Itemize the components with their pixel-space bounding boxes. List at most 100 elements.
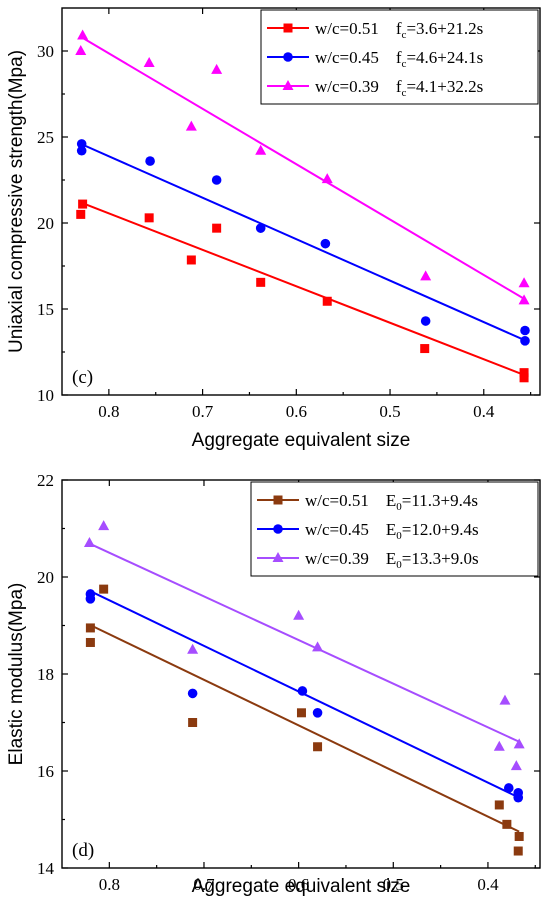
- legend: w/c=0.51 fc=3.6+21.2s w/c=0.45 fc=4.6+24.…: [260, 9, 539, 105]
- data-point-series-2: [520, 336, 530, 346]
- data-point-series-2: [520, 325, 530, 336]
- data-point-series-1: [519, 368, 529, 378]
- y-tick-label: 10: [37, 386, 54, 405]
- y-tick-label: 14: [37, 859, 55, 878]
- data-point-series-2: [513, 792, 524, 803]
- legend-marker: [282, 80, 294, 90]
- legend-entry: w/c=0.45 E0=12.0+9.4s: [305, 520, 479, 542]
- data-point-series-3: [499, 694, 511, 705]
- data-point-series-2: [503, 783, 514, 793]
- data-point-series-1: [85, 637, 95, 647]
- data-point-series-2: [297, 686, 308, 696]
- x-axis-title: Aggregate equivalent size: [192, 876, 411, 897]
- y-tick-label: 30: [37, 42, 54, 61]
- chart-panel-d: 0.8 0.7 0.6 0.5 0.4 14 16 18 20 22 Aggregate equiv…: [6, 471, 541, 897]
- y-tick-label: 20: [37, 568, 54, 587]
- data-point-series-3: [185, 120, 197, 131]
- legend-entry: w/c=0.39 fc=4.1+32.2s: [315, 77, 483, 99]
- data-point-series-2: [85, 594, 96, 604]
- panel-label: (d): [72, 840, 94, 861]
- plot-frame: [61, 7, 541, 396]
- data-point-series-3: [420, 270, 432, 281]
- y-tick-label: 16: [37, 762, 54, 781]
- x-axis-title: Aggregate equivalent size: [192, 430, 411, 451]
- data-point-series-3: [255, 144, 267, 155]
- legend-entry: w/c=0.39 E0=13.3+9.0s: [305, 549, 479, 571]
- legend-entry: w/c=0.51 E0=11.3+9.4s: [305, 491, 478, 513]
- x-tick-label: 0.4: [477, 875, 499, 894]
- data-point-series-1: [420, 344, 430, 354]
- x-tick-label: 0.8: [98, 402, 119, 421]
- data-point-series-1: [144, 213, 154, 223]
- x-tick-label: 0.5: [379, 402, 400, 421]
- data-point-series-1: [186, 255, 196, 265]
- data-point-series-3: [293, 609, 305, 620]
- legend-marker: [283, 23, 293, 33]
- fit-line-series-2: [81, 143, 526, 342]
- data-point-series-3: [510, 760, 522, 771]
- legend-entry: w/c=0.45 fc=4.6+24.1s: [315, 48, 483, 70]
- y-tick-label: 25: [37, 128, 54, 147]
- data-point-series-3: [83, 537, 95, 548]
- data-point-series-1: [188, 718, 198, 727]
- panel-label: (c): [72, 367, 93, 388]
- legend-entry: w/c=0.51 fc=3.6+21.2s: [315, 19, 483, 41]
- x-tick-label: 0.6: [286, 402, 307, 421]
- data-point-series-1: [513, 846, 523, 856]
- y-axis-title: Elastic modulus(Mpa): [6, 583, 27, 766]
- x-tick-label: 0.5: [383, 875, 404, 894]
- data-point-series-2: [211, 175, 222, 185]
- data-point-series-3: [187, 643, 199, 654]
- data-point-series-2: [255, 223, 266, 233]
- data-point-series-1: [519, 373, 529, 383]
- data-point-series-2: [145, 156, 155, 166]
- data-point-series-1: [78, 199, 88, 209]
- fit-line-series-3: [80, 35, 525, 300]
- data-point-series-3: [518, 294, 530, 305]
- data-point-series-3: [312, 641, 324, 652]
- legend-marker: [283, 52, 293, 62]
- data-point-series-3: [75, 45, 87, 55]
- fit-line-series-3: [89, 542, 520, 743]
- data-point-series-1: [212, 223, 222, 233]
- y-tick-label: 15: [37, 300, 54, 319]
- data-point-series-1: [514, 831, 524, 841]
- data-point-series-2: [420, 316, 431, 326]
- data-point-series-2: [312, 708, 323, 718]
- data-point-series-1: [322, 296, 332, 306]
- chart-panel-c: 0.8 0.7 0.6 0.5 0.4 10 15 20 25 30 Aggregate equiv…: [6, 7, 541, 451]
- data-point-series-3: [321, 173, 333, 184]
- legend-box: [260, 9, 539, 105]
- data-point-series-1: [99, 584, 109, 594]
- legend-marker: [272, 552, 284, 562]
- x-tick-label: 0.7: [193, 875, 215, 894]
- data-point-series-3: [143, 57, 155, 68]
- x-tick-label: 0.8: [99, 875, 120, 894]
- y-axis-title: Uniaxial compressive strength(Mpa): [6, 50, 27, 353]
- legend-marker: [273, 495, 283, 505]
- y-tick-label: 18: [37, 665, 54, 684]
- data-point-series-1: [502, 819, 512, 829]
- data-point-series-1: [494, 800, 504, 810]
- legend-marker: [273, 524, 283, 534]
- data-point-series-3: [98, 520, 110, 531]
- data-point-series-3: [211, 63, 223, 74]
- y-tick-label: 22: [37, 471, 54, 490]
- data-point-series-3: [513, 738, 525, 749]
- data-point-series-1: [85, 623, 95, 633]
- data-point-series-2: [76, 139, 87, 149]
- data-point-series-3: [518, 277, 530, 288]
- data-point-series-1: [256, 277, 266, 287]
- legend: w/c=0.51 E0=11.3+9.4s w/c=0.45 E0=12.0+9.…: [250, 481, 539, 577]
- data-point-series-3: [493, 740, 505, 751]
- fit-line-series-1: [89, 624, 520, 833]
- data-point-series-3: [77, 29, 89, 40]
- data-point-series-2: [320, 238, 331, 249]
- data-point-series-2: [76, 145, 87, 156]
- x-tick-label: 0.4: [473, 402, 495, 421]
- fit-line-series-1: [80, 201, 525, 376]
- data-point-series-1: [76, 209, 86, 219]
- x-tick-label: 0.6: [288, 875, 309, 894]
- data-point-series-1: [313, 742, 323, 752]
- x-tick-label: 0.7: [192, 402, 214, 421]
